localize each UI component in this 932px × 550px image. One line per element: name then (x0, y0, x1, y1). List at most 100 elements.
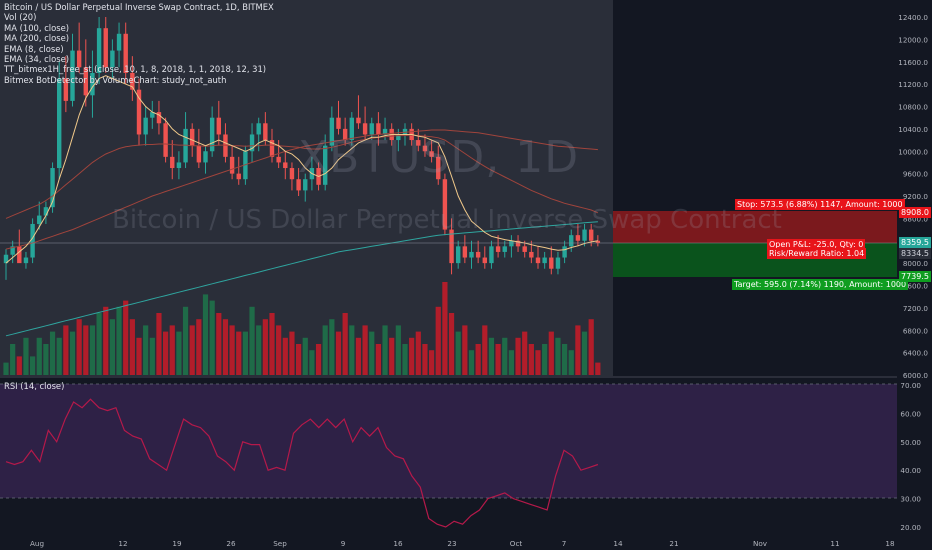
candle-body (50, 168, 55, 208)
candle-body (515, 240, 521, 247)
volume-bar (349, 325, 355, 375)
candle-body (482, 257, 487, 264)
volume-bar (256, 325, 262, 375)
ema8-line (5, 75, 598, 264)
legend-bot-detector[interactable]: Bitmex BotDetector by VolumeChart: study… (4, 74, 227, 85)
candle-body (103, 28, 108, 68)
candle-body (475, 251, 481, 258)
candle-body (123, 33, 128, 73)
volume-bar (555, 337, 561, 375)
volume-bar (309, 350, 315, 375)
candle-body (303, 179, 308, 191)
stop-label[interactable]: Stop: 573.5 (6.88%) 1147, Amount: 1000 (735, 199, 905, 210)
price-tick-label: 8800.0 (903, 214, 929, 223)
rsi-tick-label: 40.00 (900, 466, 921, 475)
volume-bar (10, 344, 16, 375)
candle-body (63, 78, 69, 101)
time-tick-label: 14 (613, 539, 623, 548)
volume-bar (229, 325, 235, 375)
price-tick-label: 12400.0 (898, 13, 928, 22)
target-label[interactable]: Target: 595.0 (7.14%) 1190, Amount: 1000 (732, 279, 909, 290)
ratio-label[interactable]: Risk/Reward Ratio: 1.04 (767, 248, 867, 259)
volume-bar (296, 344, 302, 375)
volume-bar (455, 331, 461, 375)
volume-bar (16, 356, 22, 375)
current-price-tag: 8359.5 (899, 237, 931, 248)
rsi-band (0, 384, 897, 498)
volume-bar (322, 325, 328, 375)
candle-body (3, 254, 9, 264)
price-tick-label: 12000.0 (898, 35, 928, 44)
candle-body (249, 134, 255, 152)
volume-bar (335, 331, 342, 375)
time-tick-label: Oct (510, 539, 523, 548)
candle-body (283, 162, 288, 169)
price-tick-label: 11200.0 (898, 80, 928, 89)
volume-bar (409, 337, 415, 375)
candle-body (342, 128, 348, 141)
pnl-label[interactable]: Open P&L: -25.0, Qty: 0 (767, 239, 866, 250)
candle-body (529, 251, 534, 258)
candle-body (336, 117, 341, 129)
volume-bar (222, 319, 229, 375)
volume-bar (143, 325, 149, 375)
time-tick-label: Sep (273, 539, 287, 548)
ma200-line (5, 129, 598, 250)
time-tick-label: Nov (753, 539, 768, 548)
legend-ma200[interactable]: MA (200, close) (4, 33, 70, 44)
volume-bar (442, 282, 448, 375)
candle-body (256, 123, 261, 135)
volume-bar (43, 344, 49, 375)
candle-body (495, 246, 501, 252)
volume-bar (36, 337, 42, 375)
candle-body (369, 123, 374, 135)
legend-ema34[interactable]: EMA (34, close) (4, 53, 69, 64)
volume-bar (515, 337, 521, 375)
volume-bar (176, 331, 182, 375)
volume-bar (202, 294, 209, 375)
rsi-tick-label: 20.00 (900, 523, 921, 532)
volume-bar (116, 306, 122, 375)
candle-body (10, 246, 15, 255)
time-tick-label: 7 (562, 539, 567, 548)
candle-body (522, 246, 527, 252)
candle-body (356, 117, 361, 124)
legend-ema8[interactable]: EMA (8, close) (4, 43, 64, 54)
volume-bar (30, 356, 36, 375)
volume-bar (528, 344, 534, 375)
candle-body (17, 246, 22, 264)
candle-body (429, 151, 434, 157)
rsi-legend[interactable]: RSI (14, close) (4, 381, 65, 391)
rsi-tick-label: 70.00 (900, 381, 921, 390)
volume-bar (415, 331, 421, 375)
volume-bar (209, 300, 215, 375)
volume-bar (595, 362, 601, 375)
legend-ma100[interactable]: MA (100, close) (4, 22, 70, 33)
candle-body (562, 246, 567, 258)
legend-vol[interactable]: Vol (20) (4, 12, 37, 23)
volume-bar (435, 306, 441, 375)
candle-body (402, 128, 408, 135)
entry-price-tag: 8334.5 (899, 248, 931, 259)
volume-bar (63, 325, 69, 375)
candle-body (449, 229, 454, 264)
volume-bar (109, 319, 115, 375)
time-tick-label: 19 (172, 539, 182, 548)
candle-body (90, 72, 95, 96)
candle-body (382, 128, 388, 135)
indicator-legend: Bitcoin / US Dollar Perpetual Inverse Sw… (4, 2, 274, 85)
symbol-title[interactable]: Bitcoin / US Dollar Perpetual Inverse Sw… (4, 2, 274, 12)
volume-bar (96, 313, 102, 375)
legend-tt-strategy[interactable]: TT_bitmex1H_free_st (close, 10, 1, 8, 20… (4, 64, 267, 75)
candle-body (143, 117, 148, 135)
volume-bar (535, 350, 541, 375)
volume-bar (369, 331, 375, 375)
candle-body (323, 145, 328, 185)
time-tick-label: 11 (830, 539, 839, 548)
volume-bar (375, 344, 381, 375)
candle-body (243, 151, 248, 180)
candle-body (209, 117, 215, 152)
price-tick-label: 6000.0 (903, 371, 929, 380)
candle-body (456, 246, 461, 264)
